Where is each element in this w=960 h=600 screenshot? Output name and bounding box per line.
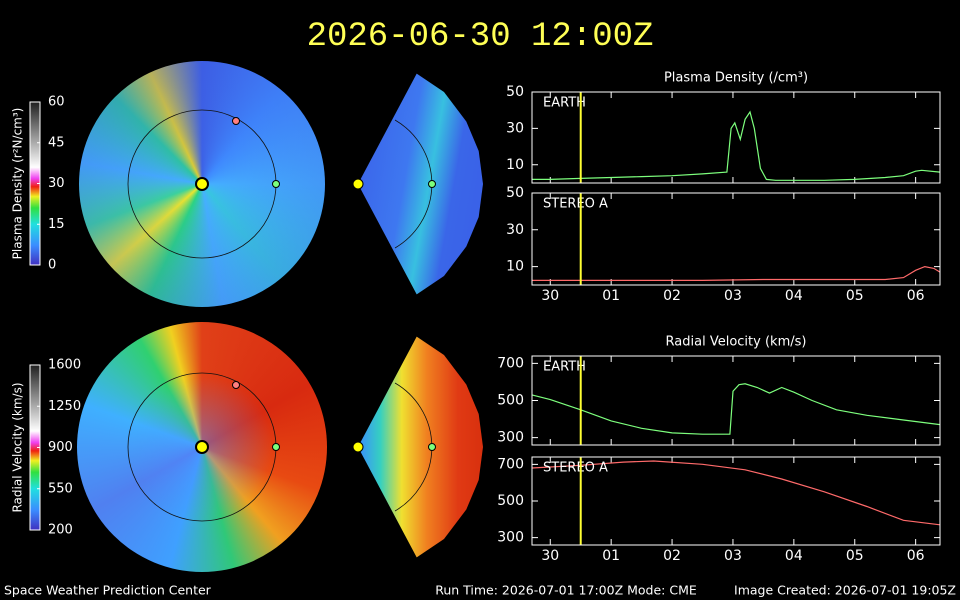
series-label: STEREO A (543, 461, 608, 476)
footer-left: Space Weather Prediction Center (4, 583, 212, 598)
colorbar-tick-label: 60 (48, 95, 65, 110)
y-tick-label: 500 (497, 393, 524, 409)
y-tick-label: 50 (506, 84, 524, 100)
series-label: EARTH (543, 360, 586, 375)
colorbar-tick-label: 15 (48, 217, 65, 232)
chart-title: Radial Velocity (km/s) (666, 335, 807, 350)
x-tick-label: 30 (541, 548, 559, 564)
data-line (532, 110, 941, 181)
x-tick-label: 01 (602, 548, 620, 564)
stereo-a (232, 381, 240, 389)
earth (428, 443, 436, 451)
chart-title: Plasma Density (/cm³) (664, 71, 808, 86)
series-label: STEREO A (543, 197, 608, 212)
sun (195, 177, 209, 191)
sun (352, 441, 364, 453)
frame (531, 456, 941, 546)
x-tick-label: 02 (663, 548, 681, 564)
colorbar-tick-label: 30 (48, 176, 65, 191)
y-tick-label: 700 (497, 355, 524, 371)
colorbar-tick-label: 45 (48, 135, 65, 150)
frame (531, 355, 941, 446)
sun (195, 440, 209, 454)
x-tick-label: 06 (907, 548, 925, 564)
series-label: EARTH (543, 96, 586, 111)
data-line (532, 265, 941, 281)
bodies (195, 117, 436, 454)
x-tick-label: 05 (846, 548, 864, 564)
colorbar-tick-label: 0 (48, 258, 56, 273)
y-tick-label: 50 (506, 185, 524, 201)
earth (272, 180, 280, 188)
frame (531, 91, 941, 184)
colorbar-label: Plasma Density (r²N/cm³) (11, 108, 25, 260)
y-tick-label: 300 (497, 530, 524, 546)
x-tick-label: 03 (724, 548, 742, 564)
colorbar-tick-label: 200 (48, 523, 73, 538)
x-tick-label: 02 (663, 288, 681, 304)
colorbar-label: Radial Velocity (km/s) (11, 382, 25, 512)
y-tick-label: 30 (506, 222, 524, 238)
y-tick-label: 300 (497, 430, 524, 446)
title: 2026-06-30 12:00Z (307, 18, 654, 56)
sun (352, 178, 364, 190)
x-tick-label: 03 (724, 288, 742, 304)
footer-center: Run Time: 2026-07-01 17:00Z Mode: CME (435, 583, 697, 598)
earth (272, 443, 280, 451)
orbits (127, 109, 433, 522)
orbit (394, 382, 433, 512)
data-line (531, 460, 941, 526)
y-tick-label: 700 (497, 456, 524, 472)
x-tick-label: 30 (541, 288, 559, 304)
colorbar-tick-label: 1250 (48, 399, 81, 414)
y-tick-label: 30 (506, 120, 524, 136)
footer-right: Image Created: 2026-07-01 19:05Z (734, 583, 956, 598)
x-tick-label: 06 (907, 288, 925, 304)
x-tick-label: 01 (602, 288, 620, 304)
colorbar-tick-label: 900 (48, 440, 73, 455)
frame (531, 192, 941, 286)
x-tick-label: 04 (785, 548, 803, 564)
stereo-a (232, 117, 240, 125)
colorbar-tick-label: 1600 (48, 358, 81, 373)
earth (428, 180, 436, 188)
colorbar-tick-label: 550 (48, 481, 73, 496)
orbit (394, 119, 433, 249)
x-tick-label: 04 (785, 288, 803, 304)
y-tick-label: 10 (506, 259, 524, 275)
y-tick-label: 10 (506, 157, 524, 173)
y-tick-label: 500 (497, 493, 524, 509)
x-tick-label: 05 (846, 288, 864, 304)
data-line (531, 383, 941, 435)
